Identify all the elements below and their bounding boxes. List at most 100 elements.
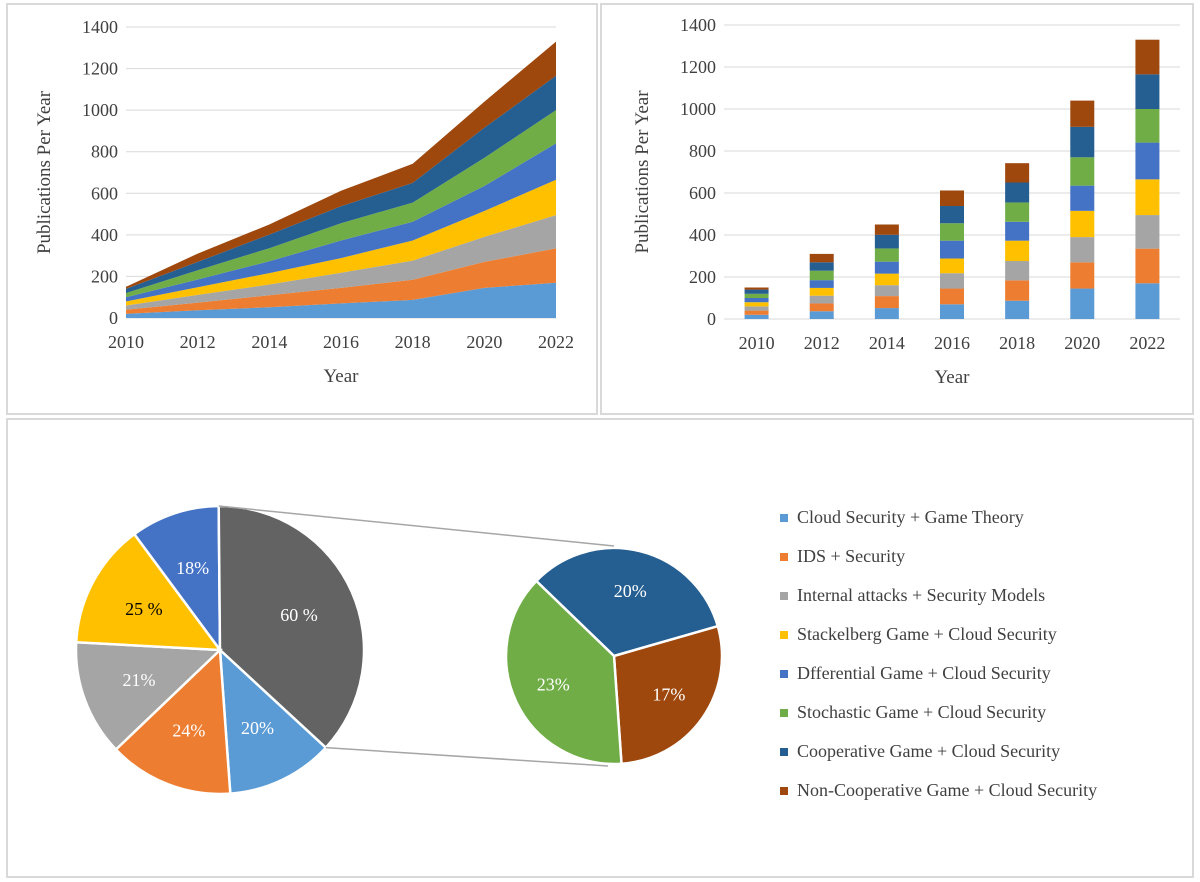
main-pie-slice (218, 646, 328, 795)
legend-item: Cooperative Game + Cloud Security (780, 732, 1097, 771)
area-series-0 (126, 282, 556, 318)
bar-x-tick-label: 2018 (999, 333, 1035, 353)
bar-segment (744, 302, 769, 307)
area-y-tick-label: 1000 (82, 100, 118, 120)
bar-segment (1135, 142, 1160, 180)
legend-item: IDS + Security (780, 537, 1097, 576)
legend-swatch-2 (780, 591, 788, 600)
bar-y-tick-label: 800 (689, 141, 716, 161)
legend-label: Non-Cooperative Game + Cloud Security (797, 780, 1098, 800)
main-pie-slice (74, 640, 223, 752)
legend-item: Dfferential Game + Cloud Security (780, 654, 1097, 693)
secondary-pie-slice (534, 546, 720, 658)
bar-segment (1070, 262, 1095, 289)
bar-segment (809, 303, 834, 312)
bar-segment (1005, 163, 1030, 183)
bar-segment (1005, 240, 1030, 262)
legend-label: Cloud Security + Game Theory (797, 507, 1024, 527)
bar-segment (1070, 157, 1095, 186)
bar-segment (1135, 179, 1160, 216)
main-pie-slice-label: 21% (123, 670, 156, 690)
bar-segment (809, 262, 834, 271)
main-pie-slice-label: 18% (176, 558, 209, 578)
bar-y-axis-label: Publications Per Year (632, 90, 653, 254)
bar-segment (874, 285, 899, 297)
area-x-tick-label: 2014 (251, 332, 287, 352)
bar-segment (744, 298, 769, 303)
area-y-tick-label: 0 (109, 308, 118, 328)
bar-segment (1070, 237, 1095, 263)
stacked-bar-chart-panel (600, 3, 1194, 415)
area-y-tick-label: 200 (91, 266, 118, 286)
area-series-2 (126, 215, 556, 310)
bar-segment (744, 287, 769, 290)
legend-label: Internal attacks + Security Models (797, 585, 1046, 605)
main-pie-slice (114, 647, 232, 796)
bar-segment (940, 304, 964, 319)
bar-segment (874, 308, 899, 319)
area-y-tick-label: 600 (91, 183, 118, 203)
legend-label: Cooperative Game + Cloud Security (797, 741, 1061, 761)
bar-segment (1135, 74, 1160, 109)
bar-y-tick-label: 400 (689, 225, 716, 245)
area-x-tick-label: 2020 (466, 332, 502, 352)
legend-label: Dfferential Game + Cloud Security (797, 663, 1051, 683)
legend-swatch-6 (780, 747, 788, 756)
area-y-tick-label: 1400 (82, 17, 118, 37)
legend-label: Stackelberg Game + Cloud Security (797, 624, 1057, 644)
bar-segment (1005, 280, 1030, 301)
area-x-tick-label: 2018 (395, 332, 431, 352)
bar-segment (809, 280, 834, 288)
bar-x-tick-label: 2012 (804, 333, 840, 353)
bar-segment (1070, 185, 1095, 211)
bar-y-tick-label: 200 (689, 267, 716, 287)
legend-swatch-4 (780, 669, 788, 678)
bar-segment (874, 224, 899, 235)
bar-segment (1135, 215, 1160, 249)
legend-swatch-1 (780, 552, 788, 561)
secondary-pie-slice-label: 17% (652, 684, 685, 704)
bar-segment (874, 234, 899, 249)
legend-item: Non-Cooperative Game + Cloud Security (780, 771, 1097, 810)
bar-segment (1005, 261, 1030, 281)
bar-segment (874, 248, 899, 262)
area-y-axis-label: Publications Per Year (34, 90, 55, 254)
bar-y-tick-label: 600 (689, 183, 716, 203)
area-y-tick-label: 400 (91, 225, 118, 245)
bar-segment (874, 273, 899, 286)
bar-segment (1135, 39, 1160, 75)
secondary-pie-slice-label: 23% (537, 674, 570, 694)
bar-segment (1135, 248, 1160, 284)
secondary-pie-slice (504, 579, 623, 766)
bar-segment (1005, 202, 1030, 222)
bar-segment (940, 190, 964, 207)
bar-segment (744, 293, 769, 298)
bar-segment (744, 314, 769, 319)
bar-segment (1070, 288, 1095, 319)
legend-item: Stackelberg Game + Cloud Security (780, 615, 1097, 654)
bar-segment (1070, 100, 1095, 127)
legend-label: Stochastic Game + Cloud Security (797, 702, 1047, 722)
bar-segment (1005, 221, 1030, 241)
bar-segment (940, 273, 964, 289)
bar-segment (1005, 182, 1030, 203)
bar-segment (940, 258, 964, 274)
legend-item: Stochastic Game + Cloud Security (780, 693, 1097, 732)
area-x-axis-label: Year (323, 366, 359, 387)
bar-y-tick-label: 1200 (680, 57, 716, 77)
bar-y-tick-label: 1400 (680, 15, 716, 35)
main-pie-slice (74, 532, 223, 652)
area-x-tick-label: 2016 (323, 332, 359, 352)
main-pie-slice-label: 25 % (125, 599, 163, 619)
bar-y-tick-label: 0 (707, 309, 716, 329)
area-x-tick-label: 2012 (180, 332, 216, 352)
main-pie-slice-label: 20% (241, 718, 274, 738)
bar-segment (1070, 126, 1095, 158)
connector-line-top (218, 505, 615, 547)
bar-segment (1135, 109, 1160, 143)
bar-segment (809, 311, 834, 319)
pie-legend: Cloud Security + Game Theory IDS + Secur… (780, 498, 1097, 810)
